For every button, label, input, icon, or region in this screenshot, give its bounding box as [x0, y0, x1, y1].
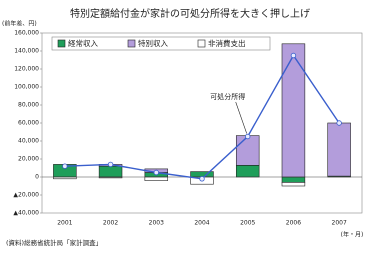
bar-segment [327, 122, 351, 177]
line-label: 可処分所得 [210, 92, 245, 101]
bar-segment [98, 165, 123, 178]
line-marker [290, 52, 297, 59]
source: (資料)総務省統計局「家計調査」 [6, 238, 102, 247]
x-tick-label: 2007 [332, 220, 347, 227]
legend-label: 経常収入 [68, 38, 98, 48]
y-tick-label: 140,000 [14, 48, 39, 55]
x-tick-label: 2003 [149, 220, 164, 227]
y-tick-label: 20,000 [18, 156, 39, 163]
annotation-arrow [235, 101, 247, 134]
line-marker [62, 163, 68, 169]
y-tick-label: 0 [35, 174, 39, 181]
line-marker [199, 176, 205, 182]
line-marker [245, 133, 251, 140]
bar-segment [281, 176, 306, 183]
line-marker [153, 169, 159, 176]
y-tick-label: 40,000 [18, 138, 39, 145]
y-axis-label: (前年差、円) [2, 20, 37, 28]
bar-segment [281, 43, 306, 178]
plot-frame [41, 32, 363, 214]
x-tick-label: 2001 [57, 220, 72, 227]
bar-segment [144, 176, 169, 181]
legend-swatch [57, 39, 66, 48]
legend-swatch [197, 39, 206, 48]
line-marker [336, 120, 342, 126]
y-tick-label: ▲20,000 [13, 192, 39, 199]
y-tick-label: 120,000 [14, 66, 39, 73]
legend-swatch [127, 39, 136, 48]
chart-title: 特別定額給付金が家計の可処分所得を大きく押し上げ [70, 7, 310, 20]
y-tick-label: 160,000 [14, 30, 39, 37]
y-tick-label: 100,000 [14, 84, 39, 91]
legend-label: 非消費支出 [208, 38, 246, 48]
y-tick-label: 80,000 [18, 102, 39, 109]
x-tick-label: 2005 [240, 220, 255, 227]
x-tick-label: 2006 [286, 220, 301, 227]
bar-segment [235, 165, 260, 178]
y-tick-label: 60,000 [18, 120, 39, 127]
y-tick-label: ▲40,000 [13, 210, 39, 217]
x-axis-label: (年・月) [341, 231, 364, 239]
legend-box [51, 36, 271, 51]
x-tick-label: 2004 [194, 220, 209, 227]
bar-segment [281, 182, 306, 187]
legend-label: 特別収入 [138, 38, 168, 48]
x-tick-label: 2002 [103, 220, 118, 227]
line-marker [107, 161, 114, 168]
bar-segment [235, 135, 260, 166]
